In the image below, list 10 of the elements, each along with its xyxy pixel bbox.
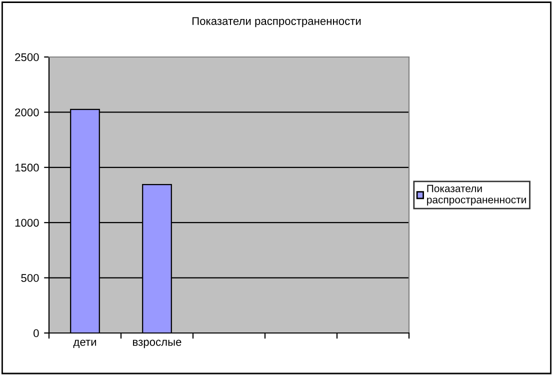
y-tick-label: 0 <box>34 329 39 338</box>
y-tick-label: 1500 <box>15 164 39 172</box>
chart-title: Показатели распространенности <box>192 17 361 28</box>
y-tick-label: 1000 <box>15 218 39 227</box>
y-tick-label: 2500 <box>15 53 39 62</box>
legend-label: Показатели распространенности <box>427 184 526 206</box>
x-tick-label: взрослые <box>133 340 182 348</box>
y-tick-label: 2000 <box>15 108 39 116</box>
y-tick-label: 500 <box>21 274 39 282</box>
x-tick-label: дети <box>73 340 96 348</box>
